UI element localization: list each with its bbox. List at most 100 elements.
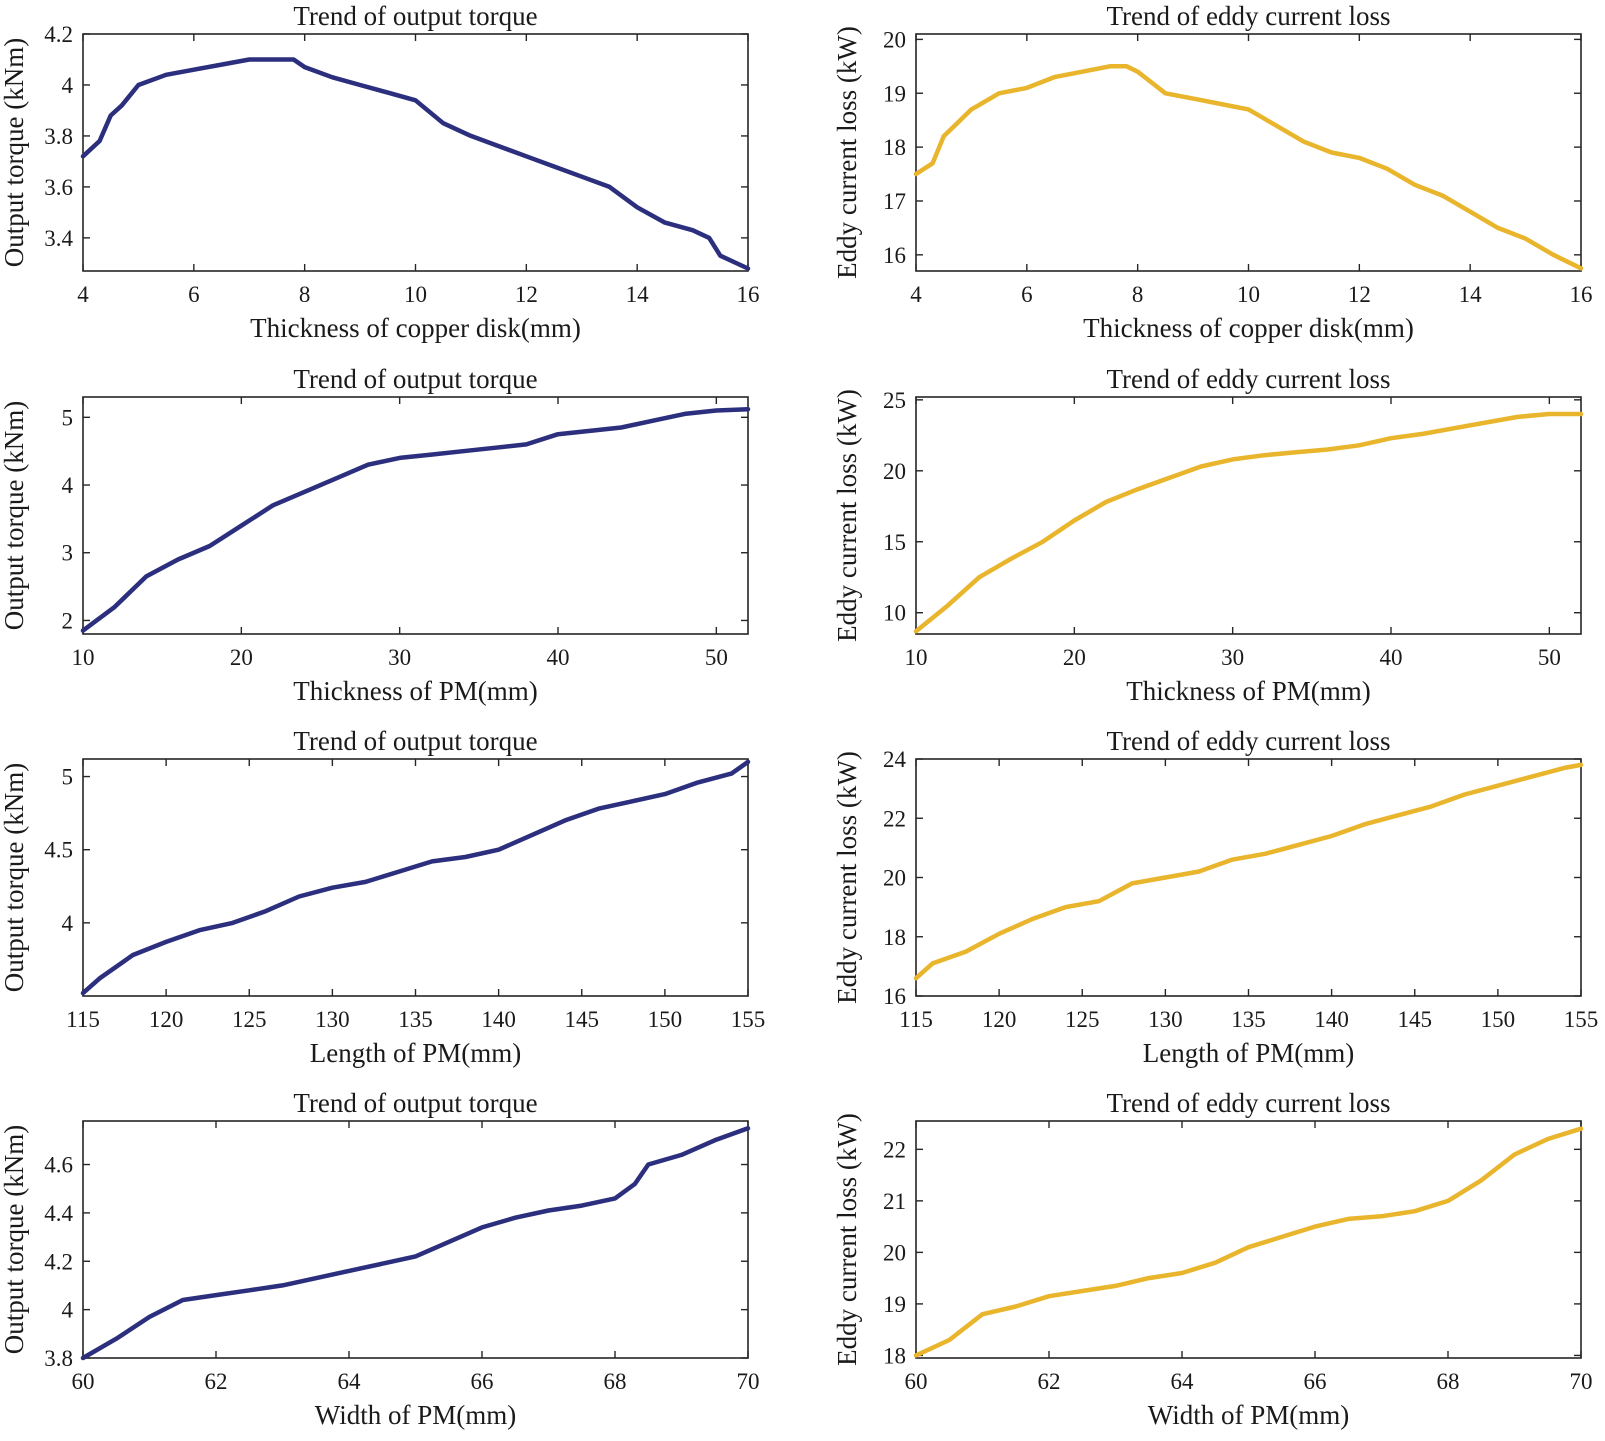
chart-title: Trend of eddy current loss [1107, 726, 1391, 756]
x-tick-label: 150 [1481, 1007, 1516, 1032]
x-tick-label: 4 [77, 282, 89, 307]
x-tick-label: 60 [905, 1369, 928, 1394]
x-tick-label: 145 [1398, 1007, 1433, 1032]
plot-frame [915, 1120, 1582, 1359]
y-axis-label: Output torque (kNm) [0, 763, 29, 992]
x-axis-label: Thickness of copper disk(mm) [1083, 313, 1414, 343]
y-tick-label: 2 [62, 608, 74, 633]
x-axis-label: Thickness of PM(mm) [293, 676, 537, 706]
x-tick-label: 135 [1231, 1007, 1266, 1032]
x-tick-label: 50 [1538, 645, 1561, 670]
x-tick-label: 62 [1038, 1369, 1061, 1394]
y-tick-label: 18 [883, 925, 906, 950]
y-tick-label: 16 [883, 243, 906, 268]
x-tick-label: 135 [398, 1007, 433, 1032]
y-tick-label: 5 [62, 765, 74, 790]
y-axis-label: Output torque (kNm) [0, 1125, 29, 1354]
x-axis-label: Width of PM(mm) [315, 1400, 516, 1430]
x-axis-label: Length of PM(mm) [1143, 1038, 1354, 1068]
y-axis-label: Eddy current loss (kW) [832, 26, 862, 279]
x-tick-label: 60 [72, 1369, 95, 1394]
x-tick-label: 155 [1564, 1007, 1599, 1032]
series-line [913, 411, 1584, 634]
chart-title: Trend of eddy current loss [1107, 1088, 1391, 1118]
x-axis-label: Thickness of copper disk(mm) [250, 313, 581, 343]
x-tick-label: 68 [1437, 1369, 1460, 1394]
y-tick-label: 18 [883, 1343, 906, 1368]
x-tick-label: 16 [737, 282, 760, 307]
x-tick-label: 70 [737, 1369, 760, 1394]
x-tick-label: 20 [1063, 645, 1086, 670]
x-tick-label: 155 [731, 1007, 766, 1032]
x-tick-label: 70 [1570, 1369, 1593, 1394]
x-tick-label: 140 [481, 1007, 516, 1032]
chart-title: Trend of eddy current loss [1107, 364, 1391, 394]
y-tick-label: 20 [883, 27, 906, 52]
series-line [913, 762, 1584, 981]
y-axis-label: Output torque (kNm) [0, 401, 29, 630]
x-tick-label: 30 [1221, 645, 1244, 670]
x-axis-label: Length of PM(mm) [310, 1038, 521, 1068]
y-tick-label: 20 [883, 1240, 906, 1265]
chart-panel: Trend of output torque 60 62 64 66 68 70 3.8 4 4.… [0, 1088, 760, 1430]
y-tick-label: 3.8 [44, 1346, 73, 1371]
series-line [913, 1126, 1584, 1358]
x-tick-label: 14 [1459, 282, 1483, 307]
x-tick-label: 10 [72, 645, 95, 670]
x-tick-label: 10 [905, 645, 928, 670]
y-tick-label: 3.8 [44, 124, 73, 149]
plot-frame [915, 33, 1582, 272]
x-tick-label: 12 [515, 282, 538, 307]
x-tick-label: 16 [1570, 282, 1593, 307]
y-tick-label: 4.5 [44, 838, 73, 863]
y-tick-label: 19 [883, 81, 906, 106]
plot-frame [82, 396, 749, 635]
x-tick-label: 10 [404, 282, 427, 307]
y-tick-label: 4 [62, 1298, 74, 1323]
y-tick-label: 24 [883, 747, 907, 772]
series-line [80, 57, 751, 271]
x-axis-label: Width of PM(mm) [1148, 1400, 1349, 1430]
y-tick-label: 20 [883, 866, 906, 891]
x-tick-label: 66 [471, 1369, 494, 1394]
chart-panel: Trend of output torque 4 6 8 10 12 14 16 3.4 3.6 3… [0, 1, 760, 343]
x-tick-label: 125 [1065, 1007, 1100, 1032]
plot-frame [915, 758, 1582, 997]
x-tick-label: 62 [205, 1369, 228, 1394]
series-line [80, 406, 751, 633]
y-axis-label: Eddy current loss (kW) [832, 1113, 862, 1366]
y-tick-label: 15 [883, 530, 906, 555]
x-tick-label: 120 [149, 1007, 184, 1032]
y-tick-label: 16 [883, 984, 906, 1009]
x-tick-label: 8 [299, 282, 311, 307]
x-tick-label: 115 [66, 1007, 100, 1032]
y-tick-label: 3 [62, 541, 74, 566]
x-tick-label: 6 [1021, 282, 1033, 307]
chart-panel: Trend of eddy current loss 4 6 8 10 12 14 16 16 1… [832, 1, 1593, 343]
y-axis-label: Output torque (kNm) [0, 38, 29, 267]
y-tick-label: 19 [883, 1292, 906, 1317]
plot-frame [82, 758, 749, 997]
y-tick-label: 3.6 [44, 175, 73, 200]
x-tick-label: 40 [1380, 645, 1403, 670]
chart-panel: Trend of eddy current loss 115 120 125 130 13… [832, 726, 1598, 1068]
x-tick-label: 20 [230, 645, 253, 670]
x-tick-label: 64 [1171, 1369, 1195, 1394]
series-line [80, 1126, 751, 1361]
plot-frame [915, 396, 1582, 635]
x-tick-label: 8 [1132, 282, 1144, 307]
chart-panel: Trend of output torque 10 20 30 40 50 2 3 4 5 Thic… [0, 364, 751, 706]
x-tick-label: 68 [604, 1369, 627, 1394]
chart-panel: Trend of eddy current loss 60 62 64 66 68 70 18… [832, 1088, 1593, 1430]
chart-title: Trend of eddy current loss [1107, 1, 1391, 31]
y-tick-label: 17 [883, 189, 906, 214]
x-tick-label: 6 [188, 282, 200, 307]
x-axis-label: Thickness of PM(mm) [1126, 676, 1370, 706]
y-tick-label: 4.6 [44, 1153, 73, 1178]
y-tick-label: 3.4 [44, 226, 73, 251]
x-tick-label: 140 [1314, 1007, 1349, 1032]
plot-frame [82, 1120, 749, 1359]
y-tick-label: 4.2 [44, 1249, 73, 1274]
series-line [913, 64, 1584, 271]
x-tick-label: 120 [982, 1007, 1017, 1032]
